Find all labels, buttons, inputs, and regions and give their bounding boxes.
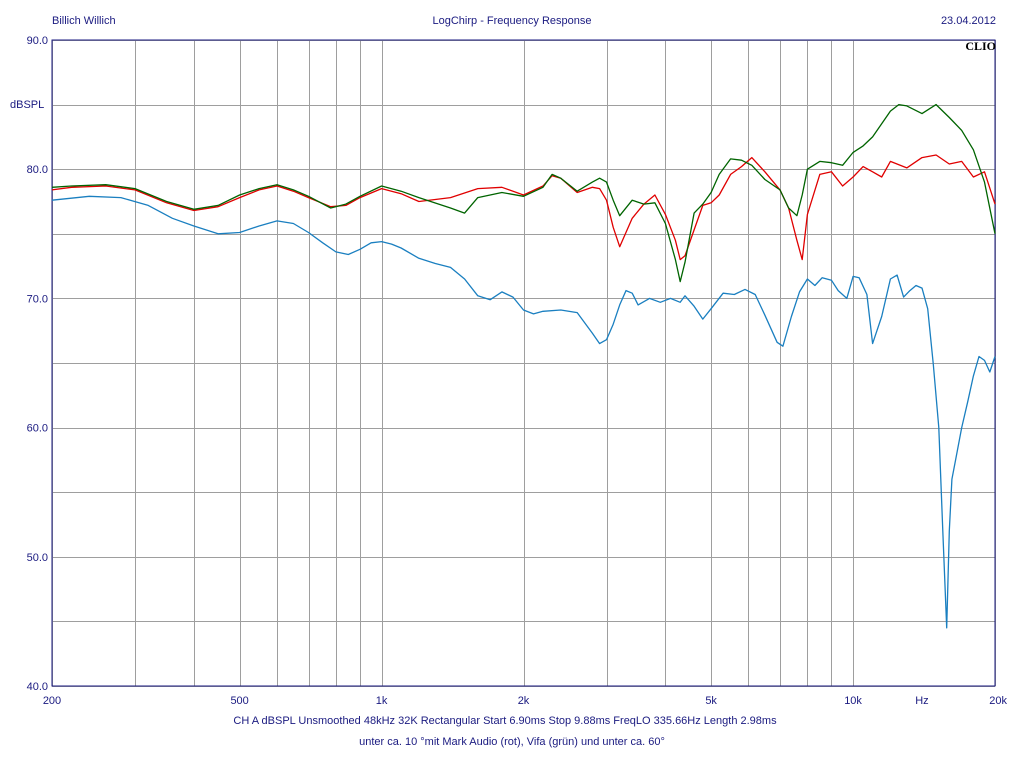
y-tick-labels: 40.0 50.0 60.0 70.0 80.0 90.0 <box>27 35 48 693</box>
y-tick-label: 90.0 <box>27 35 48 47</box>
x-tick-label: 10k <box>844 695 862 707</box>
series-line-3 <box>51 195 996 629</box>
chart-title: LogChirp - Frequency Response <box>433 15 592 27</box>
series-line-1 <box>51 154 996 261</box>
y-tick-label: 50.0 <box>27 552 48 564</box>
series-group <box>51 103 996 629</box>
clio-logo: CLIO <box>965 39 996 53</box>
x-tick-labels: 200 500 1k 2k 5k 10k 20k <box>43 695 1008 707</box>
x-tick-label: 20k <box>989 695 1007 707</box>
grid-lines <box>52 40 996 687</box>
x-tick-label: 2k <box>518 695 530 707</box>
x-tick-label: 1k <box>376 695 388 707</box>
plot-frame <box>51 39 996 687</box>
x-unit-label: Hz <box>915 695 928 707</box>
y-tick-label: 60.0 <box>27 423 48 435</box>
x-tick-label: 5k <box>705 695 717 707</box>
series-line-2 <box>51 103 996 283</box>
footer-caption: unter ca. 10 °mit Mark Audio (rot), Vifa… <box>359 736 665 748</box>
header-left: Billich Willich <box>52 15 116 27</box>
y-tick-label: 40.0 <box>27 681 48 693</box>
x-tick-label: 200 <box>43 695 61 707</box>
y-axis-label: dBSPL <box>10 99 44 111</box>
footer-settings: CH A dBSPL Unsmoothed 48kHz 32K Rectangu… <box>233 715 777 727</box>
y-tick-label: 80.0 <box>27 164 48 176</box>
y-tick-label: 70.0 <box>27 293 48 305</box>
header-date: 23.04.2012 <box>941 15 996 27</box>
x-tick-label: 500 <box>230 695 248 707</box>
